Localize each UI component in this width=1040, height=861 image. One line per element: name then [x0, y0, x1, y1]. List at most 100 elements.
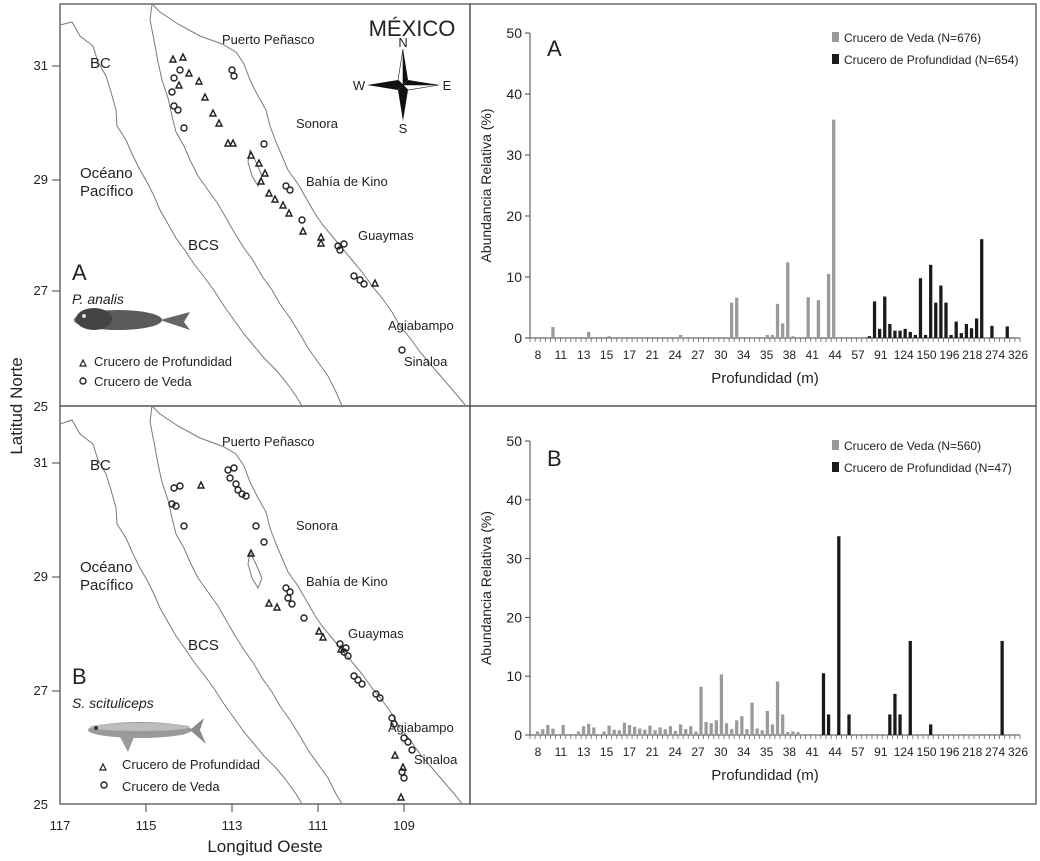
x-tick-label: 44 [828, 745, 842, 759]
bar-profundidad [837, 536, 841, 735]
bar-profundidad [913, 334, 917, 338]
x-tick-label: 150 [917, 348, 937, 362]
place-ocean-2-b: Pacífico [80, 577, 133, 594]
map-b-place-labels: Puerto Peñasco BC Sonora Océano Pacífico… [80, 434, 458, 767]
bar-veda [592, 727, 596, 735]
x-tick-label: 30 [714, 745, 728, 759]
bar-veda [745, 729, 749, 735]
bar-veda [826, 273, 831, 338]
bar-veda [806, 297, 810, 338]
bar-veda [714, 720, 718, 735]
bar-profundidad [929, 724, 933, 735]
x-tick-label: 326 [1008, 348, 1028, 362]
x-tick-label: 30 [714, 348, 728, 362]
longitude-tick-labels: 117 115 113 111 109 [50, 818, 415, 833]
legend-label: Crucero de Veda (N=676) [844, 31, 981, 45]
bar-profundidad [908, 331, 912, 338]
map-b-panel-letter: B [72, 664, 87, 689]
legend-swatch [832, 32, 839, 42]
bar-profundidad [954, 321, 958, 338]
lat-tick-31b: 31 [34, 455, 48, 470]
x-tick-label: 21 [646, 348, 660, 362]
legend-prof-b: Crucero de Profundidad [122, 757, 260, 772]
map-b: Puerto Peñasco BC Sonora Océano Pacífico… [59, 405, 463, 805]
x-tick-label: 8 [535, 745, 542, 759]
legend-swatch [832, 462, 839, 472]
x-tick-label: 13 [577, 745, 591, 759]
legend-label: Crucero de Profundidad (N=654) [844, 53, 1018, 67]
lat-tick-25: 25 [34, 399, 48, 414]
lizardfish-icon [88, 718, 206, 752]
bar-veda [602, 731, 606, 735]
bar-veda [581, 726, 586, 735]
compass-e: E [443, 78, 452, 93]
gulf-islands-b [247, 550, 263, 590]
bar-veda [719, 674, 724, 735]
map-b-species: S. scituliceps [72, 695, 154, 711]
x-tick-label: 17 [623, 348, 637, 362]
y-tick-label: 40 [506, 492, 522, 508]
bar-veda [791, 336, 795, 338]
place-sonora: Sonora [296, 116, 339, 131]
x-tick-label: 91 [874, 745, 888, 759]
y-tick-label: 30 [506, 551, 522, 567]
bar-veda [694, 731, 698, 735]
x-tick-label: 274 [985, 745, 1005, 759]
place-guaymas: Guaymas [358, 228, 414, 243]
bar-profundidad [888, 323, 892, 338]
legend-label: Crucero de Profundidad (N=47) [844, 461, 1012, 475]
y-tick-label: 0 [514, 330, 522, 346]
place-agiabampo-b: Agiabampo [388, 720, 454, 735]
bar-veda [750, 702, 754, 735]
bar-profundidad [944, 302, 948, 338]
chart-panel-letter: A [547, 36, 562, 61]
x-tick-label: 34 [737, 745, 751, 759]
map-a-species: P. analis [72, 291, 124, 307]
y-tick-label: 40 [506, 86, 522, 102]
x-tick-label: 35 [760, 745, 774, 759]
legend-veda-a: Crucero de Veda [94, 374, 192, 389]
x-tick-label: 11 [555, 745, 568, 759]
bar-veda [622, 722, 627, 735]
bar-profundidad [959, 333, 963, 338]
lat-tick-25b: 25 [34, 797, 48, 812]
y-tick-label: 20 [506, 609, 522, 625]
place-sonora-b: Sonora [296, 518, 339, 533]
x-tick-label: 150 [917, 745, 937, 759]
latitude-axis-label: Latitud Norte [7, 357, 26, 454]
bar-veda [551, 327, 555, 338]
bar-veda [541, 729, 545, 735]
y-tick-label: 0 [514, 727, 522, 743]
coastline-baja-east-a [149, 3, 343, 407]
x-tick-label: 326 [1008, 745, 1028, 759]
x-tick-label: 13 [577, 348, 591, 362]
map-tick-marks [52, 65, 405, 812]
place-sinaloa: Sinaloa [404, 354, 448, 369]
bar-veda [617, 730, 621, 735]
longitude-axis-label: Longitud Oeste [207, 837, 322, 856]
place-bcs-b: BCS [188, 637, 219, 654]
y-tick-label: 10 [506, 668, 522, 684]
map-a: MÉXICO N S W E Puerto Peñasco BC Sonora … [59, 3, 467, 407]
bar-profundidad [826, 714, 831, 735]
bar-veda [729, 729, 734, 735]
bar-veda [607, 336, 611, 338]
country-label: MÉXICO [369, 16, 456, 41]
sample-stations-b [168, 464, 416, 801]
x-tick-label: 44 [828, 348, 842, 362]
x-tick-label: 91 [874, 348, 888, 362]
x-tick-label: 196 [939, 745, 959, 759]
place-ocean-1: Océano [80, 165, 133, 182]
lat-tick-29: 29 [34, 172, 48, 187]
x-tick-label: 15 [600, 745, 614, 759]
map-a-legend: Crucero de Profundidad Crucero de Veda [79, 354, 232, 389]
x-tick-label: 27 [691, 745, 705, 759]
bar-profundidad [898, 714, 902, 735]
y-axis-label: Abundancia Relativa (%) [478, 108, 494, 262]
bar-profundidad [883, 296, 887, 338]
bar-veda [643, 729, 647, 735]
bar-veda [546, 725, 550, 735]
y-tick-label: 50 [506, 433, 522, 449]
compass-n: N [398, 35, 407, 50]
x-tick-label: 124 [894, 348, 914, 362]
